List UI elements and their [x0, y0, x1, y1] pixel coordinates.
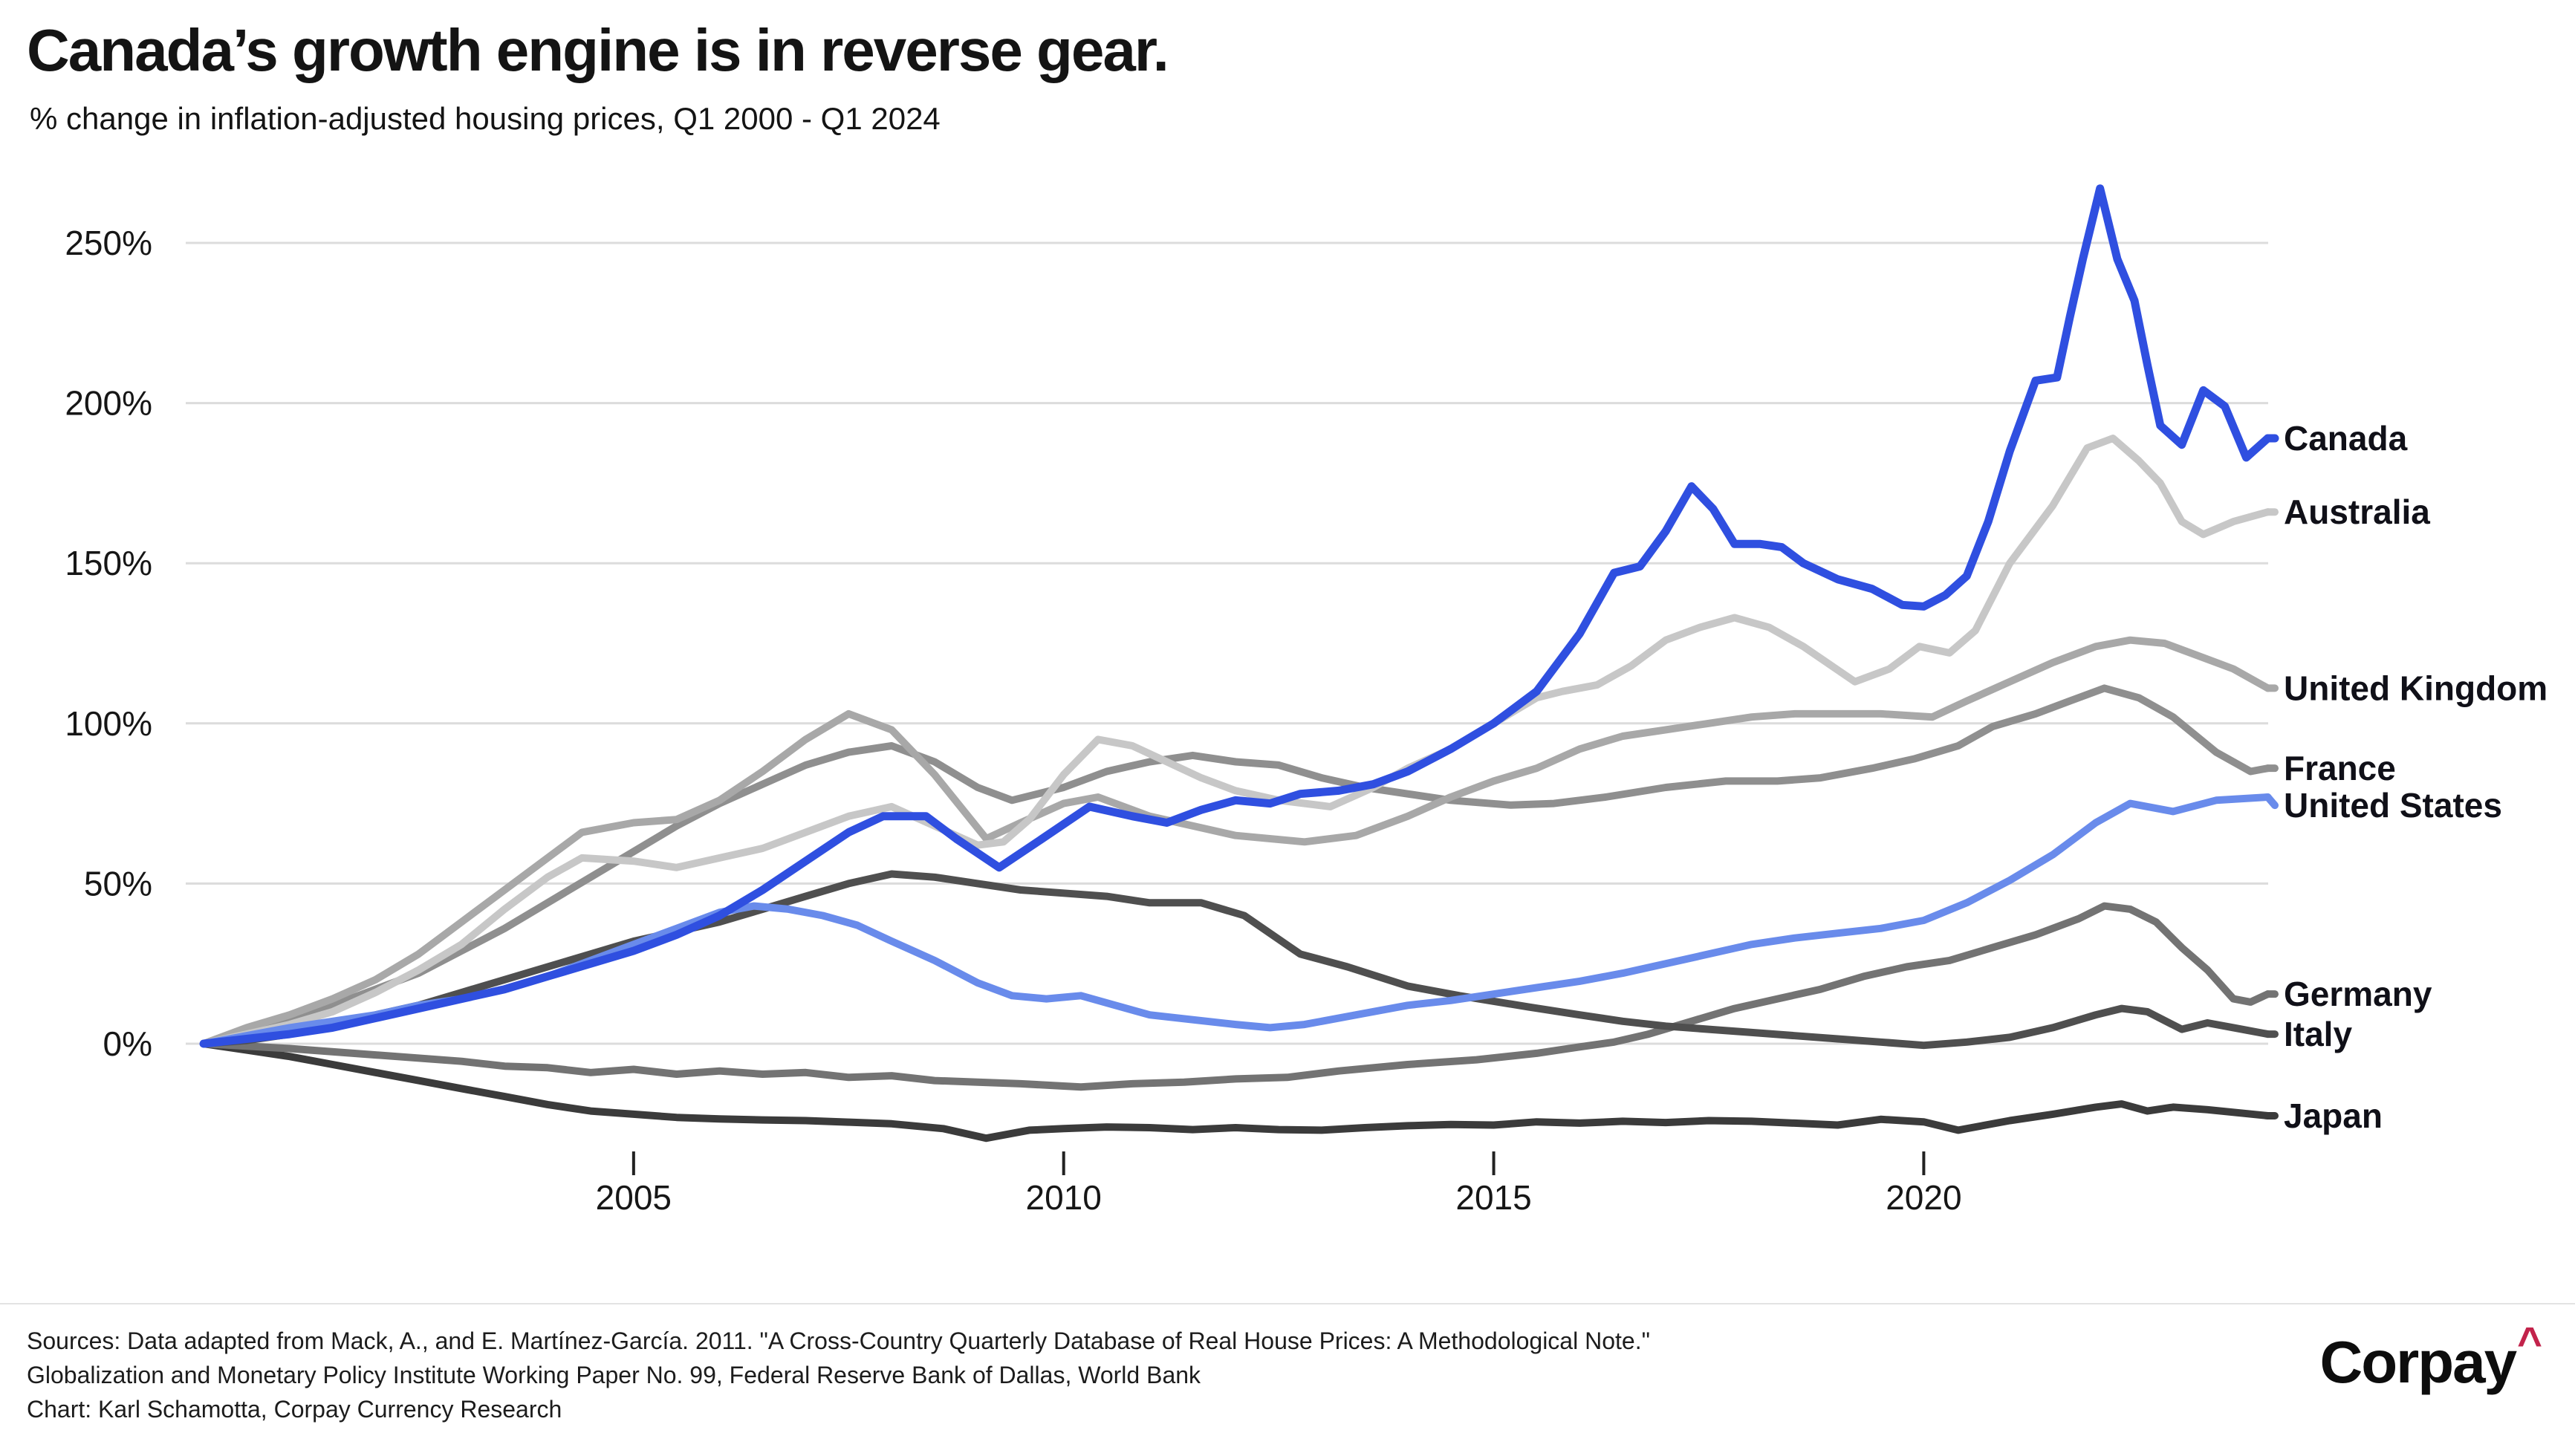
chart-canvas: 0% 50% 100% 150% 200% 250% 2005 2010 2015 2020 Can…	[65, 184, 2548, 1217]
x-tick-label: 2005	[596, 1178, 672, 1217]
x-tick-label: 2020	[1886, 1178, 1961, 1217]
series-label-germany: Germany	[2284, 975, 2432, 1013]
y-tick-label: 0%	[103, 1024, 152, 1063]
series-line-italy	[200, 870, 2272, 1050]
series-line-australia	[200, 435, 2272, 1047]
series-line-germany	[200, 902, 2272, 1091]
x-tick-label: 2010	[1026, 1178, 1102, 1217]
series-label-italy: Italy	[2284, 1015, 2352, 1053]
series-line-france	[200, 684, 2272, 1047]
y-tick-label: 50%	[84, 864, 152, 903]
credit-line: Chart: Karl Schamotta, Corpay Currency R…	[27, 1396, 562, 1423]
source-note: Sources: Data adapted from Mack, A., and…	[27, 1324, 1650, 1426]
y-tick-label: 250%	[65, 224, 152, 262]
corpay-logo: Corpay^	[2319, 1319, 2543, 1397]
series-label-australia: Australia	[2284, 493, 2430, 531]
chart-subtitle: % change in inflation-adjusted housing p…	[30, 101, 941, 136]
series-label-united-states: United States	[2284, 786, 2502, 825]
page-title: Canada’s growth engine is in reverse gea…	[27, 17, 1169, 83]
corpay-caret-icon: ^	[2517, 1319, 2542, 1367]
series-label-stub-united-states	[2264, 793, 2279, 810]
series-label-france: France	[2284, 749, 2396, 787]
corpay-wordmark: Corpay	[2319, 1329, 2518, 1395]
source-line-1: Sources: Data adapted from Mack, A., and…	[27, 1327, 1650, 1354]
y-tick-label: 150%	[65, 544, 152, 582]
source-line-2: Globalization and Monetary Policy Instit…	[27, 1362, 1201, 1388]
series-label-canada: Canada	[2284, 419, 2408, 458]
series-label-japan: Japan	[2284, 1096, 2383, 1135]
x-tick-label: 2015	[1455, 1178, 1531, 1217]
series-line-canada	[199, 184, 2272, 1048]
footer-divider	[0, 1303, 2575, 1304]
series-line-united-kingdom	[200, 636, 2272, 1047]
y-tick-label: 100%	[65, 704, 152, 743]
y-tick-label: 200%	[65, 384, 152, 423]
series-line-japan	[200, 1040, 2272, 1143]
series-label-united-kingdom: United Kingdom	[2284, 669, 2548, 707]
